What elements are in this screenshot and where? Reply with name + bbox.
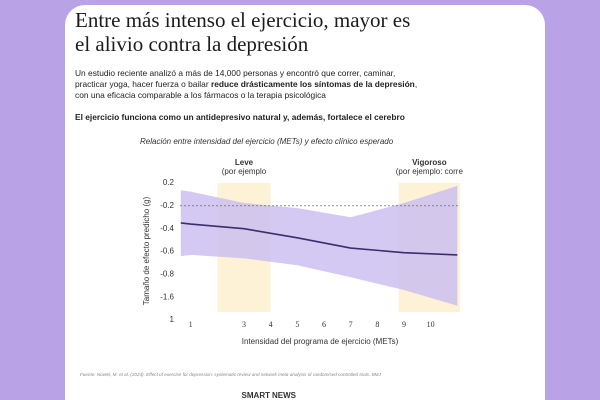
x-tick-label: 8 [375, 320, 379, 329]
y-axis-label: Tamaño de efecto predicho (g) [142, 196, 151, 305]
title: Entre más intenso el ejercicio, mayor es… [75, 8, 410, 56]
logo: NEWS [272, 391, 297, 400]
intro-text: Un estudio reciente analizó a más de 14,… [75, 68, 396, 89]
region-sublabel: (por ejemplo [222, 167, 267, 176]
x-tick-label: 3 [242, 320, 246, 329]
intro-bold: reduce drásticamente los síntomas de la … [210, 79, 415, 89]
highlight: El ejercicio funciona como un antidepres… [75, 112, 405, 122]
y-tick-label: -0.8 [160, 269, 174, 278]
source: Fuente: Noetel, M. et al. (2024). Effect… [80, 372, 381, 377]
region-sublabel: (por ejemplo: corre [396, 167, 464, 176]
x-tick-label: 1 [189, 320, 193, 329]
y-tick-label: 1 [170, 315, 175, 324]
x-tick-label: 5 [295, 320, 299, 329]
card [65, 5, 545, 400]
intro-text: , con una eficacia comparable a los fárm… [75, 79, 418, 100]
title-line: Entre más intenso el ejercicio, mayor es [75, 8, 411, 32]
region-label: Leve [235, 158, 254, 167]
confidence-band [180, 185, 458, 306]
x-tick-label: 10 [427, 320, 435, 329]
y-tick-label: -0.6 [160, 247, 174, 256]
x-axis-label: Intensidad del programa de ejercicio (ME… [242, 337, 399, 346]
region-label: Vigoroso [412, 158, 447, 167]
y-tick-label: -0.4 [160, 224, 174, 233]
x-tick-label: 6 [322, 320, 326, 329]
x-tick-label: 4 [269, 320, 273, 329]
x-tick-label: 7 [349, 320, 353, 329]
y-tick-label: 0.2 [163, 178, 175, 187]
chart-title: Relación entre intensidad del ejercicio … [140, 137, 394, 146]
x-tick-label: 9 [402, 320, 406, 329]
title-line: el alivio contra la depresión [75, 32, 309, 56]
intro: Un estudio reciente analizó a más de 14,… [75, 68, 420, 101]
y-tick-label: -0.2 [160, 201, 174, 210]
line [180, 222, 458, 256]
logo: SMART [242, 391, 271, 400]
y-tick-label: -1.6 [160, 292, 174, 301]
